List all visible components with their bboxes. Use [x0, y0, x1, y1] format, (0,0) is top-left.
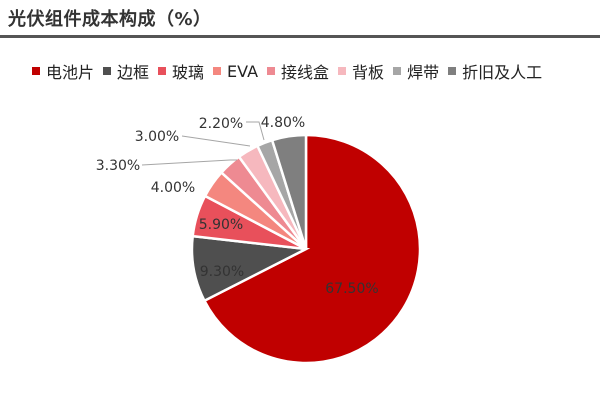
pie-slice — [202, 133, 422, 365]
legend-label: 电池片 — [46, 63, 95, 82]
data-label: 3.30% — [96, 158, 140, 174]
legend-item: 边框 — [103, 59, 149, 83]
data-label: 3.00% — [135, 129, 179, 145]
leader-line — [246, 121, 265, 141]
data-label: 4.00% — [151, 180, 195, 196]
legend-swatch-icon — [267, 67, 276, 75]
pie-slice — [270, 133, 308, 250]
legend-item: 玻璃 — [158, 59, 204, 83]
data-label: 2.20% — [199, 116, 243, 132]
legend-swatch-icon — [158, 67, 167, 75]
leader-line — [181, 135, 251, 147]
legend-item: 焊带 — [393, 59, 439, 83]
legend-swatch-icon — [213, 67, 222, 75]
legend-label: 背板 — [352, 63, 385, 82]
legend-swatch-icon — [103, 67, 112, 75]
legend-label: 折旧及人工 — [462, 63, 543, 82]
legend-swatch-icon — [393, 67, 402, 75]
data-label: 5.90% — [199, 217, 243, 233]
title-divider — [0, 35, 600, 38]
legend-label: 边框 — [117, 63, 150, 82]
legend-item: EVA — [213, 62, 258, 81]
chart-title: 光伏组件成本构成（%） — [8, 9, 212, 30]
legend-item: 接线盒 — [267, 59, 329, 83]
legend-label: 接线盒 — [281, 63, 330, 82]
data-label: 67.50% — [325, 281, 378, 297]
legend-swatch-icon — [32, 67, 40, 75]
legend-label: EVA — [227, 61, 259, 81]
legend-item: 电池片 — [32, 59, 94, 83]
data-label: 9.30% — [200, 264, 244, 280]
legend-item: 背板 — [338, 59, 384, 83]
legend-label: 焊带 — [407, 63, 440, 82]
legend-label: 玻璃 — [172, 63, 205, 82]
legend-item: 折旧及人工 — [448, 59, 542, 83]
legend-swatch-icon — [448, 67, 457, 75]
leader-line — [141, 159, 237, 166]
legend-swatch-icon — [338, 67, 347, 75]
chart-legend: 电池片 边框 玻璃 EVA 接线盒 背板 焊带 折旧及人工 — [32, 59, 551, 83]
data-label: 4.80% — [261, 115, 305, 131]
